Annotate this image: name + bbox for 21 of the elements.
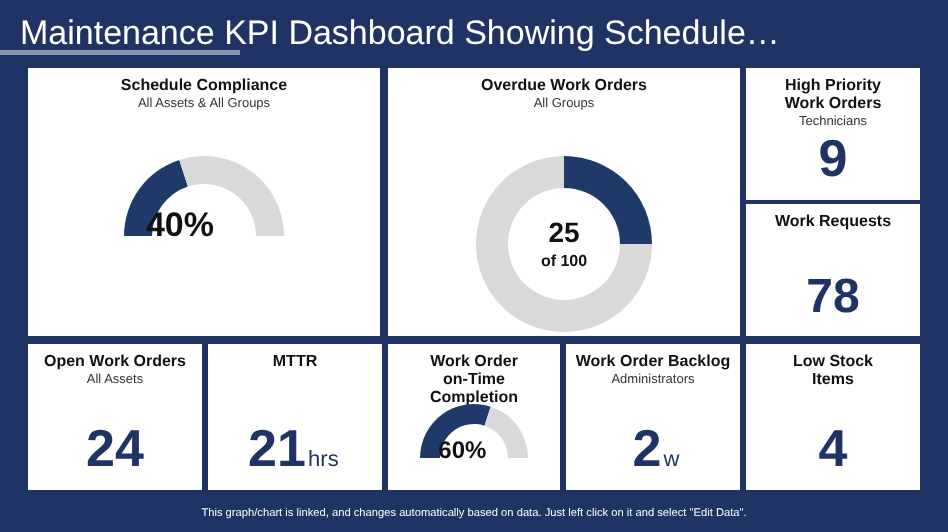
chart-title: Schedule Compliance [120,76,289,94]
text: Low Stock Items [792,352,875,388]
text: hrs [308,448,340,472]
text: 21 [248,418,306,478]
data-label: 25 [548,216,580,248]
donut-slice [476,156,652,332]
text: Open Work Orders [44,352,188,370]
text: 78 [806,270,860,324]
text: MTTR [272,352,318,370]
text: Work Order Backlog [575,352,731,370]
chart-title: Overdue Work Orders [481,76,649,94]
text: Maintenance KPI Dashboard Showing Schedule… [20,14,780,52]
text: 24 [86,418,145,478]
text: High Priority Work Orders [784,76,883,112]
text: of 100 [540,252,589,270]
text: 9 [818,128,848,188]
text: w [661,448,680,472]
text: 4 [818,418,849,478]
text: 2 [632,418,662,478]
text: Work Requests [774,212,893,230]
chart-title: Work Order on-Time Completion [430,352,519,406]
